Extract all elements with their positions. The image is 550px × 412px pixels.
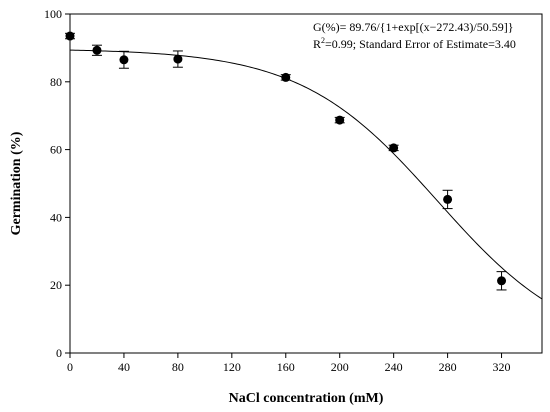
y-tick-labels: 0 20 40 60 80 100 bbox=[44, 7, 62, 360]
x-tick-label: 80 bbox=[172, 360, 184, 374]
y-tick-label: 60 bbox=[50, 143, 62, 157]
data-points bbox=[65, 31, 507, 291]
fit-statistics: R2=0.99; Standard Error of Estimate=3.40 bbox=[313, 36, 516, 51]
x-tick-label: 160 bbox=[277, 360, 295, 374]
data-point bbox=[92, 45, 102, 55]
y-tick-label: 100 bbox=[44, 7, 62, 21]
y-tick-label: 20 bbox=[50, 278, 62, 292]
data-point bbox=[173, 54, 183, 64]
y-axis-title: Germination (%) bbox=[9, 131, 24, 235]
x-tick-label: 240 bbox=[385, 360, 403, 374]
x-tick-label: 0 bbox=[67, 360, 73, 374]
data-point bbox=[497, 276, 507, 286]
y-tick-label: 0 bbox=[56, 346, 62, 360]
x-tick-label: 40 bbox=[118, 360, 130, 374]
y-tick-label: 40 bbox=[50, 210, 62, 224]
fit-curve bbox=[69, 49, 543, 300]
data-point bbox=[281, 72, 291, 82]
y-tick-label: 80 bbox=[50, 75, 62, 89]
axis-ticks bbox=[65, 13, 503, 358]
data-point bbox=[335, 115, 345, 125]
r-squared-base: R bbox=[313, 37, 321, 51]
r-squared-sup: 2 bbox=[321, 36, 325, 45]
x-tick-label: 320 bbox=[493, 360, 511, 374]
data-point bbox=[65, 31, 75, 41]
data-point bbox=[443, 194, 453, 204]
x-axis-title: NaCl concentration (mM) bbox=[229, 391, 384, 406]
x-tick-label: 280 bbox=[439, 360, 457, 374]
x-tick-labels: 0 40 80 120 160 200 240 280 320 bbox=[67, 360, 511, 374]
x-tick-label: 200 bbox=[331, 360, 349, 374]
fit-statistics-rest: =0.99; Standard Error of Estimate=3.40 bbox=[325, 37, 516, 51]
data-point bbox=[389, 143, 399, 153]
x-tick-label: 120 bbox=[223, 360, 241, 374]
data-point bbox=[119, 55, 129, 65]
plot-frame bbox=[69, 13, 543, 354]
fit-equation: G(%)= 89.76/{1+exp[(x−272.43)/50.59]} bbox=[313, 20, 513, 34]
